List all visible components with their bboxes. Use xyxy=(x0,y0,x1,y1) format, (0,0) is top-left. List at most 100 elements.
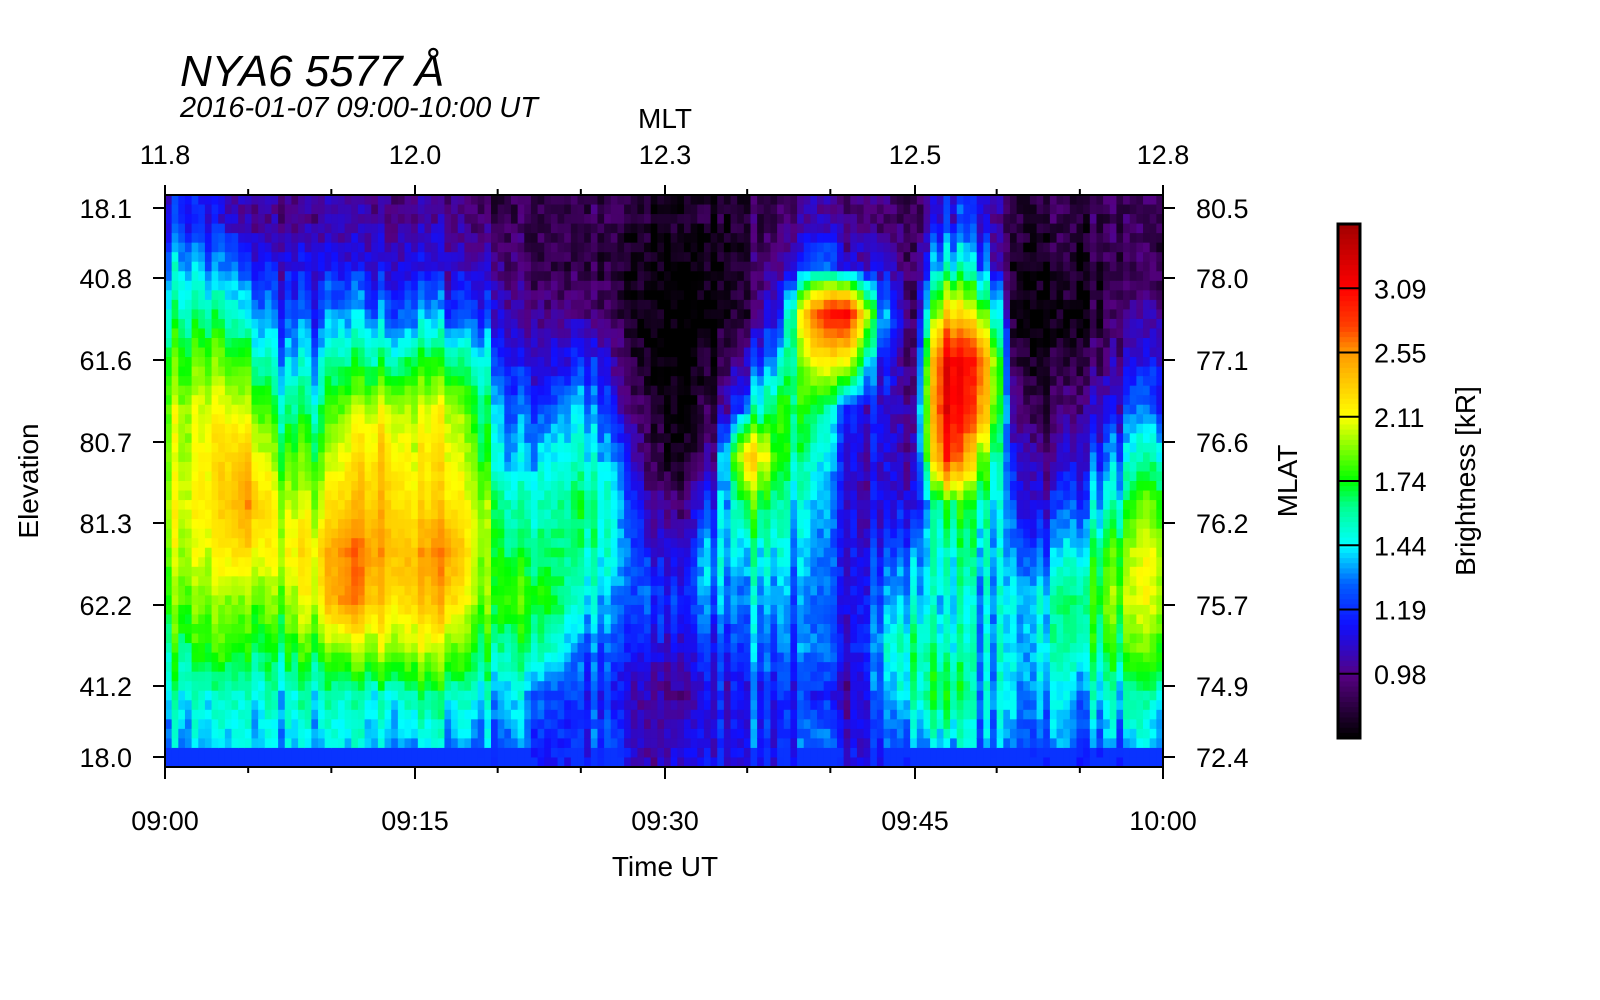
heatmap-cell xyxy=(304,299,312,310)
heatmap-cell xyxy=(417,261,426,272)
heatmap-cell xyxy=(544,423,552,434)
heatmap-cell xyxy=(710,757,718,768)
heatmap-cell xyxy=(703,633,712,644)
heatmap-cell xyxy=(284,461,293,473)
heatmap-cell xyxy=(178,604,186,616)
heatmap-cell xyxy=(564,290,572,301)
heatmap-cell xyxy=(218,404,226,415)
heatmap-cell xyxy=(198,414,206,425)
heatmap-cell xyxy=(311,700,319,711)
heatmap-cell xyxy=(244,214,253,225)
heatmap-cell xyxy=(231,528,239,539)
heatmap-cell xyxy=(690,261,698,272)
heatmap-cell xyxy=(484,747,492,759)
heatmap-cell xyxy=(617,271,625,282)
heatmap-cell xyxy=(291,700,299,711)
heatmap-cell xyxy=(477,738,485,749)
heatmap-cell xyxy=(577,728,585,739)
heatmap-cell xyxy=(304,624,312,635)
heatmap-cell xyxy=(471,271,479,282)
heatmap-cell xyxy=(637,452,645,463)
heatmap-cell xyxy=(457,500,465,511)
heatmap-cell xyxy=(644,214,652,225)
heatmap-cell xyxy=(291,347,299,358)
heatmap-cell xyxy=(504,671,512,682)
heatmap-cell xyxy=(604,728,612,739)
heatmap-cell xyxy=(404,547,412,558)
heatmap-cell xyxy=(650,576,658,587)
heatmap-cell xyxy=(264,242,273,253)
heatmap-cell xyxy=(510,280,519,291)
heatmap-cell xyxy=(224,538,233,549)
heatmap-cell xyxy=(165,528,173,539)
heatmap-cell xyxy=(451,442,459,453)
heatmap-cell xyxy=(284,385,293,396)
heatmap-cell xyxy=(544,595,552,606)
heatmap-cell xyxy=(198,328,206,339)
heatmap-cell xyxy=(337,528,346,539)
heatmap-cell xyxy=(377,309,386,320)
heatmap-cell xyxy=(291,223,299,234)
heatmap-cell xyxy=(264,700,273,711)
heatmap-cell xyxy=(337,338,346,349)
heatmap-cell xyxy=(650,585,658,596)
heatmap-cell xyxy=(557,671,565,682)
heatmap-cell xyxy=(171,690,179,701)
heatmap-cell xyxy=(371,566,379,577)
heatmap-cell xyxy=(491,338,499,349)
heatmap-cell xyxy=(464,614,472,625)
heatmap-cell xyxy=(417,490,426,501)
heatmap-cell xyxy=(697,452,705,463)
heatmap-cell xyxy=(264,662,273,673)
heatmap-cell xyxy=(557,233,565,244)
heatmap-cell xyxy=(417,595,426,606)
heatmap-cell xyxy=(703,604,712,616)
heatmap-cell xyxy=(411,490,419,501)
heatmap-cell xyxy=(384,709,392,720)
heatmap-cell xyxy=(404,528,412,539)
heatmap-cell xyxy=(351,557,359,568)
heatmap-cell xyxy=(451,681,459,692)
heatmap-cell xyxy=(298,690,306,701)
heatmap-cell xyxy=(258,576,266,587)
heatmap-cell xyxy=(510,547,519,558)
heatmap-cell xyxy=(464,309,472,320)
heatmap-cell xyxy=(451,728,459,739)
heatmap-cell xyxy=(384,195,392,206)
heatmap-cell xyxy=(504,719,512,730)
heatmap-cell xyxy=(690,690,698,701)
heatmap-cell xyxy=(318,738,326,749)
heatmap-cell xyxy=(664,223,672,234)
heatmap-cell xyxy=(344,700,352,711)
heatmap-cell xyxy=(670,299,678,310)
heatmap-cell xyxy=(504,709,512,720)
heatmap-cell xyxy=(437,290,446,301)
heatmap-cell xyxy=(397,452,406,463)
heatmap-cell xyxy=(351,519,359,530)
heatmap-cell xyxy=(171,195,179,206)
heatmap-cell xyxy=(324,728,332,739)
heatmap-cell xyxy=(357,728,366,739)
heatmap-cell xyxy=(337,214,346,225)
heatmap-cell xyxy=(318,671,326,682)
heatmap-cell xyxy=(637,509,645,520)
heatmap-cell xyxy=(364,757,372,768)
heatmap-cell xyxy=(404,442,412,453)
heatmap-cell xyxy=(457,461,465,473)
heatmap-cell xyxy=(697,595,705,606)
heatmap-cell xyxy=(657,681,665,692)
heatmap-cell xyxy=(184,414,193,425)
heatmap-cell xyxy=(491,395,499,406)
heatmap-cell xyxy=(564,461,572,473)
heatmap-cell xyxy=(178,662,186,673)
heatmap-cell xyxy=(471,461,479,473)
heatmap-cell xyxy=(431,461,439,473)
heatmap-cell xyxy=(191,366,199,377)
heatmap-cell xyxy=(690,652,698,663)
heatmap-cell xyxy=(697,652,705,663)
heatmap-cell xyxy=(384,614,392,625)
heatmap-cell xyxy=(191,195,199,206)
heatmap-cell xyxy=(371,376,379,387)
heatmap-cell xyxy=(178,309,186,320)
heatmap-cell xyxy=(218,357,226,368)
